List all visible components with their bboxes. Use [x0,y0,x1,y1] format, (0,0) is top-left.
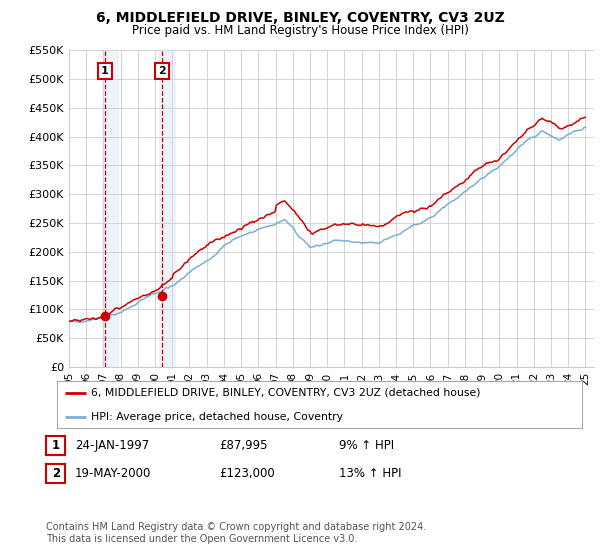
Text: 2: 2 [158,66,166,76]
Text: 9% ↑ HPI: 9% ↑ HPI [339,438,394,452]
Text: £123,000: £123,000 [219,466,275,480]
Text: HPI: Average price, detached house, Coventry: HPI: Average price, detached house, Cove… [91,412,343,422]
Text: £87,995: £87,995 [219,438,268,452]
Text: 2: 2 [52,466,60,480]
Text: 1: 1 [101,66,109,76]
Text: 13% ↑ HPI: 13% ↑ HPI [339,466,401,480]
Text: 24-JAN-1997: 24-JAN-1997 [75,438,149,452]
Text: 19-MAY-2000: 19-MAY-2000 [75,466,151,480]
Bar [159,50,176,367]
Text: Price paid vs. HM Land Registry's House Price Index (HPI): Price paid vs. HM Land Registry's House … [131,24,469,36]
Text: Contains HM Land Registry data © Crown copyright and database right 2024.
This d: Contains HM Land Registry data © Crown c… [46,522,427,544]
Text: 1: 1 [52,438,60,452]
Bar [102,50,119,367]
Text: 6, MIDDLEFIELD DRIVE, BINLEY, COVENTRY, CV3 2UZ (detached house): 6, MIDDLEFIELD DRIVE, BINLEY, COVENTRY, … [91,388,481,398]
Text: 6, MIDDLEFIELD DRIVE, BINLEY, COVENTRY, CV3 2UZ: 6, MIDDLEFIELD DRIVE, BINLEY, COVENTRY, … [95,11,505,25]
